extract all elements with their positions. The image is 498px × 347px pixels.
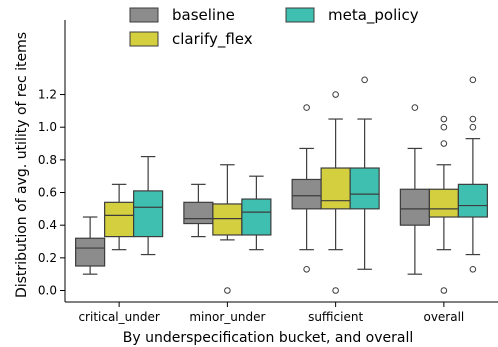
legend-label: meta_policy: [328, 6, 419, 25]
box-flier: [440, 123, 448, 131]
plot-area: 0.0 0.2 0.4 0.6 0.8 1.0 1.2 critical_under minor…: [38, 6, 498, 324]
box-meta_policy: [241, 198, 272, 236]
box-flier: [332, 91, 339, 98]
x-tick-label: minor_under: [189, 310, 265, 324]
box-baseline: [75, 237, 106, 267]
x-tick-label: critical_under: [78, 310, 159, 324]
box-flier: [469, 76, 477, 84]
box-flier: [303, 104, 310, 111]
y-tick-label: 0.8: [38, 153, 57, 167]
y-tick-label: 1.0: [38, 120, 57, 134]
y-tick-label: 1.2: [38, 88, 57, 102]
y-tick-label: 0.2: [38, 251, 57, 265]
box-baseline: [183, 201, 214, 225]
box-flier: [440, 115, 448, 123]
box-clarify_flex: [428, 188, 459, 218]
box-clarify_flex: [104, 201, 135, 238]
box-baseline: [399, 188, 430, 226]
box-meta_policy: [349, 167, 380, 210]
legend-swatch-baseline: [129, 7, 159, 23]
box-clarify_flex: [212, 203, 243, 236]
y-axis-label: Distribution of avg. utility of rec item…: [14, 32, 30, 298]
box-flier: [332, 287, 339, 294]
box-meta_policy: [133, 190, 164, 238]
box-flier: [303, 265, 310, 273]
box-meta_policy: [457, 183, 488, 218]
box-flier: [440, 140, 448, 147]
y-tick-label: 0.0: [38, 284, 57, 298]
y-tick-label: 0.4: [38, 218, 57, 232]
box-flier: [411, 104, 419, 111]
x-tick-label: overall: [423, 310, 464, 324]
legend-label: clarify_flex: [172, 30, 253, 49]
x-axis-label: By underspecification bucket, and overal…: [123, 330, 414, 346]
box-baseline: [291, 178, 322, 210]
box-flier: [361, 76, 368, 84]
box-flier: [469, 123, 477, 131]
box-flier: [440, 287, 448, 294]
x-tick-label: sufficient: [308, 310, 363, 324]
legend-swatch-clarify_flex: [129, 31, 159, 47]
legend-swatch-meta_policy: [285, 7, 315, 23]
box-flier: [469, 115, 477, 123]
box-clarify_flex: [320, 167, 351, 210]
box-flier: [469, 265, 477, 273]
box-flier: [224, 287, 231, 294]
legend-label: baseline: [172, 6, 235, 24]
y-tick-label: 0.6: [38, 186, 57, 200]
